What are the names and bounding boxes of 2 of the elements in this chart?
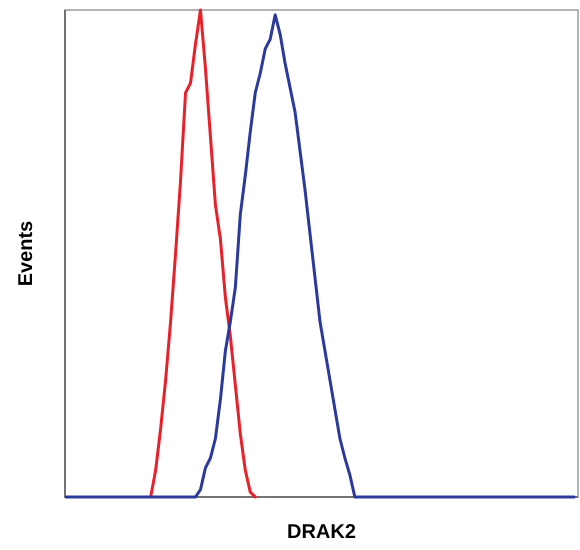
x-axis-title: DRAK2	[287, 521, 356, 543]
y-axis-title: Events	[15, 220, 37, 286]
